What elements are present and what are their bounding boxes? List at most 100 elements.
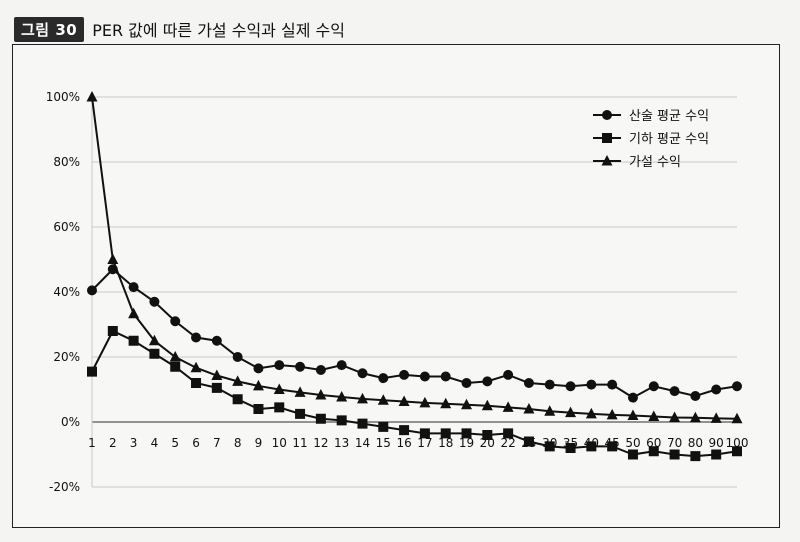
data-point-circle — [461, 378, 472, 388]
data-point-triangle — [601, 155, 613, 166]
data-point-circle — [87, 285, 97, 296]
x-tick-label: 7 — [213, 436, 221, 450]
data-point-triangle — [273, 383, 285, 394]
data-point-triangle — [648, 410, 660, 421]
series-circle — [87, 264, 742, 403]
data-point-square — [732, 446, 742, 457]
data-point-circle — [253, 363, 264, 374]
data-point-circle — [711, 384, 722, 395]
series-triangle — [86, 91, 743, 424]
data-point-triangle — [669, 411, 681, 422]
data-point-triangle — [523, 403, 535, 414]
data-point-triangle — [398, 395, 410, 407]
data-point-square — [378, 421, 389, 432]
data-point-triangle — [169, 351, 181, 362]
data-point-circle — [732, 381, 742, 392]
data-point-triangle — [356, 392, 368, 404]
data-point-triangle — [419, 396, 431, 408]
data-point-square — [523, 436, 534, 447]
x-tick-label: 1 — [88, 436, 96, 450]
data-point-square — [128, 335, 139, 346]
data-point-square — [669, 449, 680, 460]
y-tick-label: 60% — [53, 220, 80, 234]
data-point-circle — [648, 381, 659, 392]
y-tick-label: 20% — [53, 350, 80, 364]
x-tick-label: 2 — [109, 436, 117, 450]
data-point-triangle — [689, 411, 701, 423]
data-point-circle — [419, 371, 430, 382]
data-point-triangle — [731, 412, 743, 424]
x-tick-label: 5 — [171, 436, 179, 450]
data-point-circle — [191, 332, 202, 343]
data-point-triangle — [190, 361, 202, 373]
data-point-circle — [274, 360, 285, 371]
y-tick-label: 80% — [53, 155, 80, 169]
legend-label: 가설 수익 — [629, 155, 681, 170]
data-point-square — [295, 408, 306, 419]
data-point-circle — [607, 379, 618, 390]
data-point-circle — [295, 361, 306, 372]
data-point-square — [544, 441, 555, 452]
data-point-triangle — [461, 398, 473, 410]
data-point-circle — [336, 360, 347, 371]
data-point-triangle — [440, 397, 452, 409]
data-point-circle — [357, 368, 368, 379]
data-point-circle — [523, 378, 534, 388]
data-point-square — [336, 415, 347, 426]
data-point-triangle — [544, 405, 556, 416]
data-point-square — [648, 446, 659, 457]
x-tick-label: 70 — [667, 436, 682, 450]
data-point-square — [690, 451, 701, 462]
data-point-circle — [627, 392, 638, 403]
data-point-triangle — [481, 399, 493, 411]
data-point-triangle — [606, 408, 618, 420]
data-point-square — [461, 428, 472, 439]
data-point-triangle — [710, 412, 722, 423]
y-tick-label: -20% — [49, 480, 80, 494]
x-tick-label: 13 — [334, 436, 349, 450]
x-tick-label: 11 — [292, 436, 307, 450]
data-point-triangle — [502, 401, 514, 412]
data-point-triangle — [377, 394, 389, 405]
data-point-circle — [378, 373, 389, 384]
data-point-triangle — [627, 409, 639, 420]
figure-header: 그림 30 PER 값에 따른 가설 수익과 실제 수익 — [14, 16, 345, 42]
data-point-square — [503, 428, 514, 439]
data-point-square — [711, 449, 722, 460]
data-point-square — [399, 425, 410, 436]
data-point-circle — [399, 369, 410, 380]
data-point-triangle — [86, 91, 98, 102]
x-tick-label: 80 — [688, 436, 703, 450]
data-point-circle — [170, 316, 181, 327]
figure-label: 그림 30 — [14, 16, 85, 42]
data-point-circle — [440, 371, 451, 382]
y-axis-ticks: 100% 80% 60% 40% 20% 0% -20% — [46, 90, 80, 494]
x-tick-label: 8 — [234, 436, 242, 450]
data-point-triangle — [211, 369, 223, 381]
x-tick-label: 16 — [396, 436, 411, 450]
y-tick-label: 40% — [53, 285, 80, 299]
series-lines — [86, 91, 743, 462]
figure-title: PER 값에 따른 가설 수익과 실제 수익 — [92, 21, 345, 40]
data-point-triangle — [148, 334, 160, 346]
data-point-circle — [602, 110, 612, 120]
data-point-circle — [565, 381, 576, 392]
legend-item: 산술 평균 수익 — [593, 109, 709, 124]
x-tick-label: 9 — [255, 436, 263, 450]
data-point-square — [440, 428, 451, 439]
legend-label: 산술 평균 수익 — [629, 109, 709, 124]
data-point-square — [253, 404, 264, 414]
x-tick-label: 22 — [500, 436, 515, 450]
x-tick-label: 14 — [355, 436, 370, 450]
data-point-circle — [669, 386, 680, 397]
data-point-circle — [315, 365, 326, 375]
series-square — [87, 326, 742, 462]
data-point-square — [602, 133, 612, 143]
x-tick-label: 4 — [151, 436, 159, 450]
data-point-triangle — [585, 407, 597, 419]
data-point-circle — [586, 379, 597, 390]
data-point-square — [232, 394, 243, 405]
x-tick-label: 100 — [726, 436, 749, 450]
